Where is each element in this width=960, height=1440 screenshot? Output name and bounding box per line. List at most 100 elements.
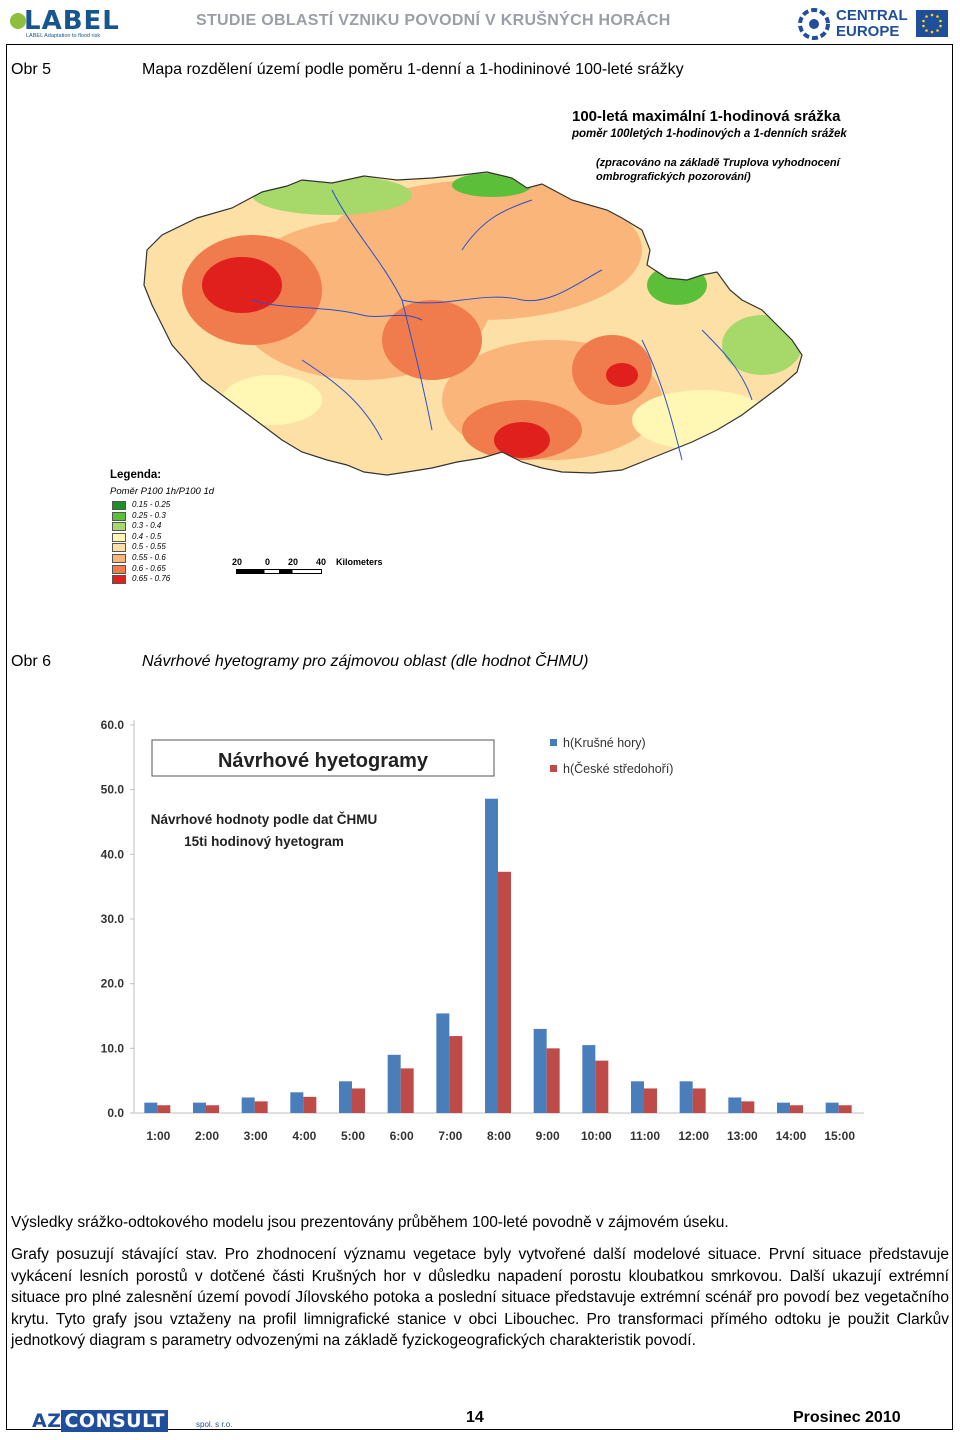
x-tick-label: 12:00	[678, 1129, 709, 1143]
scale-label: 20	[288, 557, 299, 567]
bar-krusne-hory	[679, 1081, 693, 1113]
legend-label: 0.3 - 0.4	[132, 521, 162, 531]
bar-krusne-hory	[825, 1102, 839, 1113]
legend-label: h(České středohoří)	[563, 761, 673, 776]
bar-krusne-hory	[339, 1081, 352, 1113]
x-tick-label: 8:00	[487, 1129, 511, 1143]
page-footer: AZ CONSULT spol. s r.o. 14 Prosinec 2010	[0, 1398, 960, 1438]
footer-date: Prosinec 2010	[793, 1409, 901, 1426]
label-logo-subtitle: LABEL Adaptation to flood risk	[26, 33, 101, 39]
y-tick-label: 20.0	[101, 977, 125, 991]
czech-map-graphic	[143, 171, 803, 476]
legend-swatch	[112, 543, 126, 553]
legend-swatch	[112, 564, 126, 574]
y-tick-label: 60.0	[101, 718, 125, 732]
chart-subtitle-line2: 15ti hodinový hyetogram	[184, 834, 344, 849]
map-title: 100-letá maximální 1-hodinová srážka	[572, 108, 841, 125]
bar-ceske-stredohori	[838, 1105, 852, 1113]
page-frame	[6, 44, 953, 1430]
legend-label: 0.65 - 0.76	[132, 574, 171, 584]
label-logo-mark-icon	[10, 13, 26, 29]
bar-ceske-stredohori	[790, 1105, 803, 1113]
eu-flag-icon	[916, 10, 948, 37]
y-tick-label: 0.0	[107, 1106, 124, 1120]
x-tick-label: 5:00	[341, 1129, 365, 1143]
bar-ceske-stredohori	[254, 1101, 268, 1113]
legend-label: 0.15 - 0.25	[132, 500, 171, 509]
figure5-caption: Mapa rozdělení území podle poměru 1-denn…	[142, 61, 684, 78]
legend-swatch	[112, 522, 126, 532]
x-tick-label: 9:00	[536, 1129, 560, 1143]
legend-swatch	[112, 511, 126, 521]
bar-ceske-stredohori	[644, 1088, 657, 1113]
bar-ceske-stredohori	[206, 1105, 219, 1113]
precipitation-ratio-map: 100-letá maximální 1-hodinová srážka pom…	[102, 100, 867, 588]
bar-krusne-hory	[631, 1081, 644, 1113]
page-header: LABEL LABEL Adaptation to flood risk STU…	[0, 0, 960, 44]
bar-krusne-hory	[533, 1028, 547, 1113]
legend-label: h(Krušné hory)	[563, 736, 646, 750]
x-tick-label: 15:00	[824, 1129, 855, 1143]
x-tick-label: 7:00	[438, 1129, 462, 1143]
bar-ceske-stredohori	[692, 1088, 706, 1113]
bar-krusne-hory	[436, 1013, 450, 1113]
legend-subtitle: Poměr P100 1h/P100 1d	[110, 486, 215, 497]
x-tick-label: 10:00	[581, 1129, 612, 1143]
figure6-number: Obr 6	[11, 653, 52, 670]
figure6-caption: Návrhové hyetogramy pro zájmovou oblast …	[142, 653, 589, 670]
legend-swatch	[112, 501, 126, 510]
bar-ceske-stredohori	[303, 1096, 317, 1113]
x-tick-label: 13:00	[727, 1129, 758, 1143]
chart-background	[84, 708, 876, 1154]
bar-krusne-hory	[582, 1045, 596, 1113]
bar-ceske-stredohori	[498, 871, 511, 1113]
legend-title: Legenda:	[110, 469, 162, 481]
bar-krusne-hory	[144, 1102, 158, 1113]
y-tick-label: 50.0	[101, 783, 125, 797]
label-logo: LABEL LABEL Adaptation to flood risk	[10, 6, 120, 40]
central-europe-line1: CENTRAL	[836, 7, 908, 24]
central-europe-line2: EUROPE	[836, 23, 900, 40]
bar-krusne-hory	[193, 1102, 206, 1113]
x-tick-label: 11:00	[630, 1129, 660, 1143]
scale-bar-graphic	[236, 569, 322, 574]
hyetogram-chart: 0.0 10.0 20.0 30.0 40.0 50.0 60.0 1:00 2:00 3:00 4…	[84, 708, 876, 1154]
scale-unit: Kilometers	[336, 557, 383, 567]
legend-swatch	[550, 765, 557, 772]
bar-ceske-stredohori	[595, 1060, 609, 1113]
azconsult-logo-az: AZ	[32, 1410, 62, 1432]
bar-ceske-stredohori	[741, 1101, 755, 1113]
document-title: STUDIE OBLASTÍ VZNIKU POVODNÍ V KRUŠNÝCH…	[196, 12, 671, 29]
legend-swatch	[112, 532, 126, 542]
bar-krusne-hory	[387, 1054, 401, 1113]
bar-krusne-hory	[777, 1102, 790, 1113]
scale-label: 20	[232, 557, 243, 567]
chart-title-box	[151, 739, 495, 777]
y-tick-label: 40.0	[101, 847, 125, 861]
paragraph-scenarios: Grafy posuzují stávající stav. Pro zhodn…	[11, 1246, 949, 1349]
map-scale-bar: 20 0 20 40 Kilometers	[232, 557, 392, 581]
legend-label: 0.6 - 0.65	[132, 563, 166, 573]
map-note: (zpracováno na základě Truplova vyhodnoc…	[596, 157, 840, 183]
legend-label: 0.4 - 0.5	[132, 531, 162, 541]
legend-label: 0.5 - 0.55	[132, 542, 166, 552]
legend-swatch	[112, 575, 126, 585]
hyetogram-svg: 0.0 10.0 20.0 30.0 40.0 50.0 60.0 1:00 2:00 3:00 4…	[84, 708, 876, 1154]
bar-krusne-hory	[728, 1097, 742, 1113]
y-tick-label: 30.0	[101, 912, 125, 926]
x-tick-label: 1:00	[146, 1129, 170, 1143]
scale-label: 40	[316, 557, 327, 567]
azconsult-logo-sub: spol. s r.o.	[196, 1420, 233, 1429]
bar-ceske-stredohori	[157, 1105, 171, 1113]
central-europe-star-icon	[798, 8, 830, 40]
legend-label: 0.55 - 0.6	[132, 553, 166, 562]
bar-ceske-stredohori	[449, 1036, 463, 1113]
bar-ceske-stredohori	[400, 1068, 414, 1113]
central-europe-logo: CENTRAL EUROPE	[798, 6, 953, 42]
bar-ceske-stredohori	[352, 1088, 365, 1113]
legend-swatch	[112, 554, 126, 563]
azconsult-logo: AZ CONSULT	[32, 1410, 169, 1432]
x-tick-label: 6:00	[390, 1129, 414, 1143]
legend-swatch	[550, 739, 557, 746]
azconsult-logo-consult: CONSULT	[61, 1410, 169, 1432]
